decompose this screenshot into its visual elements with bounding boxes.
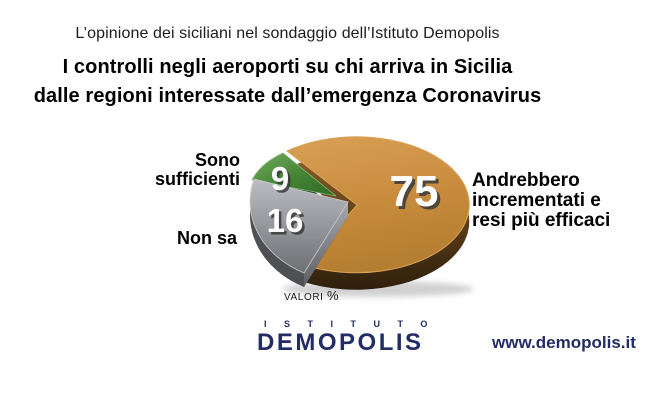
label-sono-sufficienti-line2: sufficienti [154,168,240,189]
logo-demopolis-text: DEMOPOLIS [257,331,457,355]
logo-istituto-text: ISTITUTO [264,319,445,329]
value-75: 75 [390,167,439,216]
demopolis-logo: ISTITUTO DEMOPOLIS [257,320,457,355]
logo-demopolis-pre: DEM [257,329,318,356]
header: L’opinione dei siciliani nel sondaggio d… [0,0,575,111]
slide-title: I controlli negli aeroporti su chi arriv… [0,53,575,111]
label-andrebbero-line2: incrementati e [472,190,601,211]
slide-title-line2: dalle regioni interessate dall’emergenza… [33,85,542,107]
unit-note: VALORI % [284,288,339,303]
unit-note-valori: VALORI [284,292,324,303]
slide-title-line1: I controlli negli aeroporti su chi arriv… [62,56,513,78]
label-andrebbero-line3: resi più efficaci [472,210,611,231]
value-9: 9 [271,160,289,197]
value-16: 16 [267,202,304,239]
logo-demopolis-post: POLIS [339,329,424,356]
label-andrebbero-incrementati: Andrebbero incrementati e resi più effic… [472,171,610,231]
pie-slice-16-cut-face [304,202,348,287]
slide-subtitle: L’opinione dei siciliani nel sondaggio d… [75,25,500,42]
label-non-sa: Non sa [176,228,237,248]
pie-slice-9-top [251,152,337,197]
pie-slice-16-top [249,178,349,274]
value-16-shadow: 16 [269,205,306,242]
label-sono-sufficienti-line1: Sono [195,150,240,170]
percent-sign: % [326,288,339,303]
logo-demopolis-o: O [317,329,340,356]
value-9-shadow: 9 [273,163,291,200]
value-75-shadow: 75 [393,170,442,219]
website-url: www.demopolis.it [492,333,636,352]
label-sono-sufficienti: Sono sufficienti [155,151,240,188]
logo-o-wrap: O [318,331,339,355]
label-andrebbero-line1: Andrebbero [472,170,580,191]
